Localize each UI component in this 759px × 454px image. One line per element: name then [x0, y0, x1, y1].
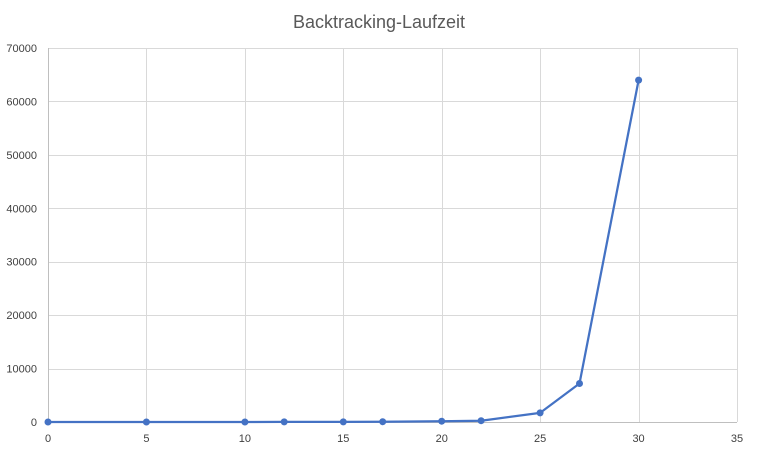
data-point: [536, 409, 544, 417]
data-point: [241, 418, 249, 426]
data-point: [142, 418, 150, 426]
data-point: [576, 380, 583, 387]
x-tick-label: 25: [534, 433, 546, 445]
x-tick-label: 5: [143, 433, 149, 445]
x-tick-label: 35: [731, 433, 743, 445]
x-tick-label: 15: [337, 433, 349, 445]
data-point: [339, 418, 347, 426]
y-tick-label: 0: [31, 417, 37, 429]
chart-title: Backtracking-Laufzeit: [293, 12, 465, 32]
x-tick-label: 10: [239, 433, 251, 445]
y-tick-label: 10000: [6, 364, 37, 376]
y-tick-label: 30000: [6, 257, 37, 269]
x-tick-label: 30: [632, 433, 644, 445]
data-point: [635, 76, 643, 84]
data-point: [280, 418, 288, 426]
y-tick-label: 60000: [6, 96, 37, 108]
y-tick-label: 70000: [6, 43, 37, 55]
tick-labels: 0 10000 20000 30000 40000 50000 60000 70000 0 5 10…: [6, 43, 743, 445]
series: [44, 76, 643, 426]
y-tick-label: 20000: [6, 310, 37, 322]
gridlines: [48, 48, 738, 422]
data-point: [477, 417, 485, 425]
y-tick-label: 50000: [6, 150, 37, 162]
y-tick-label: 40000: [6, 203, 37, 215]
data-point: [438, 417, 446, 425]
data-point: [379, 418, 387, 426]
data-point: [44, 418, 52, 426]
x-tick-label: 0: [45, 433, 51, 445]
x-tick-label: 20: [436, 433, 448, 445]
